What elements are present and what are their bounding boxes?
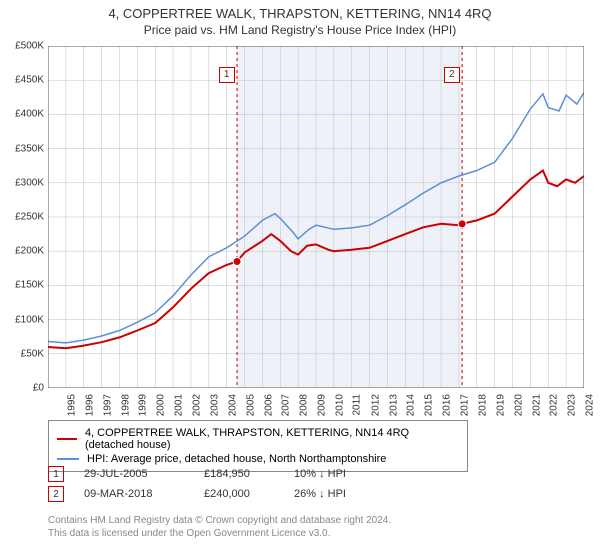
legend-swatch [57, 438, 77, 440]
x-tick-label: 2008 [299, 394, 310, 416]
chart-container: 4, COPPERTREE WALK, THRAPSTON, KETTERING… [0, 0, 600, 560]
sales-table: 1 29-JUL-2005£184,95010% ↓ HPI 2 09-MAR-201… [48, 462, 414, 506]
y-tick-label: £50K [2, 348, 44, 359]
chart-title: 4, COPPERTREE WALK, THRAPSTON, KETTERING… [0, 6, 600, 21]
sale-badge: 1 [48, 466, 64, 482]
footer-line-2: This data is licensed under the Open Gov… [48, 527, 391, 540]
x-tick-label: 2011 [351, 394, 362, 416]
sale-row: 1 29-JUL-2005£184,95010% ↓ HPI [48, 466, 414, 482]
plot-area: 12 [48, 46, 584, 388]
x-tick-label: 2003 [209, 394, 220, 416]
x-tick-label: 2006 [263, 394, 274, 416]
sale-price: £240,000 [204, 488, 294, 500]
x-tick-label: 2007 [281, 394, 292, 416]
sale-badge: 2 [48, 486, 64, 502]
x-tick-label: 2005 [245, 394, 256, 416]
x-tick-label: 1999 [138, 394, 149, 416]
y-tick-label: £0 [2, 383, 44, 394]
y-tick-label: £300K [2, 177, 44, 188]
sale-delta: 10% ↓ HPI [294, 468, 414, 480]
x-tick-label: 2013 [388, 394, 399, 416]
x-tick-label: 2019 [495, 394, 506, 416]
x-tick-label: 2024 [584, 394, 595, 416]
x-tick-label: 2018 [477, 394, 488, 416]
legend-swatch [57, 458, 79, 460]
sale-flag-2: 2 [444, 67, 460, 83]
x-tick-label: 2021 [531, 394, 542, 416]
footer-line-1: Contains HM Land Registry data © Crown c… [48, 514, 391, 527]
x-tick-label: 2022 [549, 394, 560, 416]
x-tick-label: 2004 [227, 394, 238, 416]
y-tick-label: £200K [2, 246, 44, 257]
y-tick-label: £400K [2, 109, 44, 120]
chart-titles: 4, COPPERTREE WALK, THRAPSTON, KETTERING… [0, 0, 600, 37]
sale-flag-1: 1 [219, 67, 235, 83]
x-tick-label: 1996 [84, 394, 95, 416]
y-tick-label: £250K [2, 212, 44, 223]
y-tick-label: £450K [2, 75, 44, 86]
legend-item: 4, COPPERTREE WALK, THRAPSTON, KETTERING… [57, 427, 459, 451]
x-tick-label: 2015 [424, 394, 435, 416]
y-tick-label: £350K [2, 143, 44, 154]
sale-row: 2 09-MAR-2018£240,00026% ↓ HPI [48, 486, 414, 502]
y-tick-label: £100K [2, 314, 44, 325]
sale-price: £184,950 [204, 468, 294, 480]
x-tick-label: 2016 [441, 394, 452, 416]
x-tick-label: 1998 [120, 394, 131, 416]
y-tick-label: £500K [2, 41, 44, 52]
x-tick-label: 1995 [66, 394, 77, 416]
sale-delta: 26% ↓ HPI [294, 488, 414, 500]
x-tick-label: 2023 [567, 394, 578, 416]
y-tick-label: £150K [2, 280, 44, 291]
chart-svg [48, 46, 584, 388]
legend-label: 4, COPPERTREE WALK, THRAPSTON, KETTERING… [85, 427, 459, 451]
x-tick-label: 2009 [316, 394, 327, 416]
x-tick-label: 2002 [191, 394, 202, 416]
x-tick-label: 2017 [459, 394, 470, 416]
chart-subtitle: Price paid vs. HM Land Registry's House … [0, 23, 600, 37]
sale-date: 29-JUL-2005 [84, 468, 204, 480]
x-tick-label: 2012 [370, 394, 381, 416]
footer-attribution: Contains HM Land Registry data © Crown c… [48, 514, 391, 540]
x-tick-label: 1997 [102, 394, 113, 416]
x-tick-label: 2000 [156, 394, 167, 416]
x-tick-label: 2020 [513, 394, 524, 416]
sale-date: 09-MAR-2018 [84, 488, 204, 500]
x-tick-label: 2014 [406, 394, 417, 416]
x-tick-label: 2001 [173, 394, 184, 416]
x-tick-label: 2010 [334, 394, 345, 416]
